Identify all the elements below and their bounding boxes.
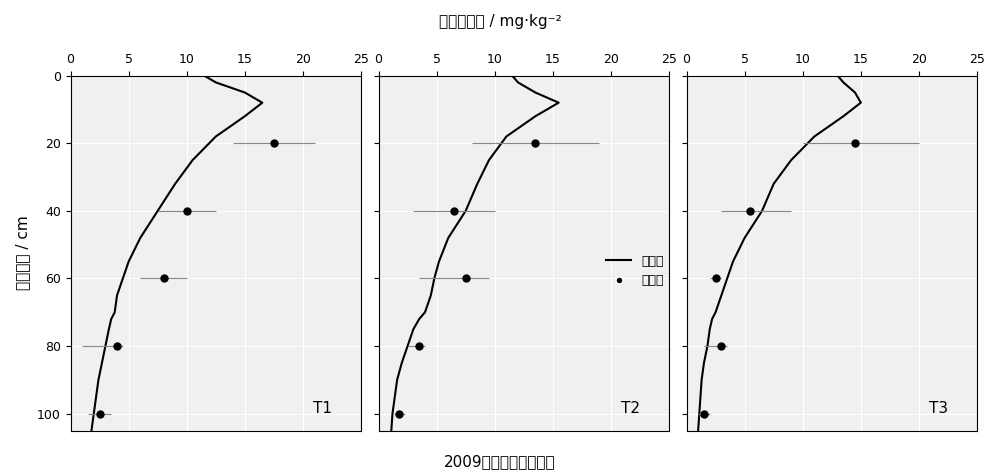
Text: 2009年确态氮率定结果: 2009年确态氮率定结果	[444, 454, 556, 469]
Text: T2: T2	[621, 401, 640, 416]
Legend: 模拟值, 实测值: 模拟值, 实测值	[601, 250, 669, 292]
Text: 确态氮浓度 / mg·kg⁻²: 确态氮浓度 / mg·kg⁻²	[439, 14, 561, 29]
Y-axis label: 土壤深度 / cm: 土壤深度 / cm	[15, 216, 30, 291]
Text: T1: T1	[313, 401, 332, 416]
Text: T3: T3	[929, 401, 948, 416]
